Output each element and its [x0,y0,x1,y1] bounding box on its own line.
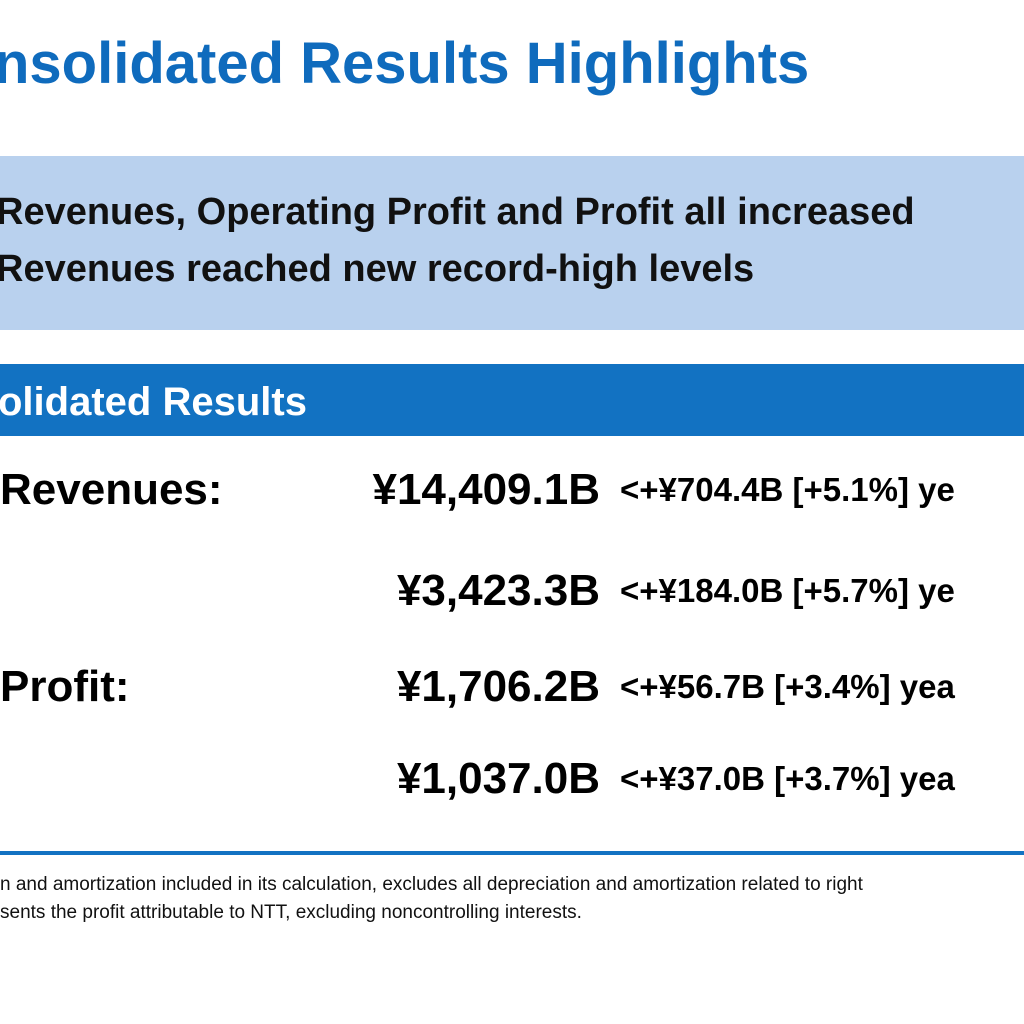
footnote-1: n and amortization included in its calcu… [0,874,863,895]
result-value-profit: ¥1,706.2B [396,662,600,711]
result-delta-2: <+¥184.0B [+5.7%] ye [620,572,955,609]
result-value-4: ¥1,037.0B [396,754,600,803]
result-value-revenues: ¥14,409.1B [372,465,600,514]
result-delta-4: <+¥37.0B [+3.7%] yea [620,760,955,797]
summary-line-2: Revenues reached new record-high levels [0,248,755,290]
footnote-2: sents the profit attributable to NTT, ex… [0,902,582,923]
result-label-profit: Profit: [0,662,130,711]
summary-line-1: Revenues, Operating Profit and Profit al… [0,191,915,233]
result-label-revenues: Revenues: [0,465,223,514]
result-value-2: ¥3,423.3B [396,566,600,615]
summary-box [0,156,1024,330]
footnote-divider [0,851,1024,855]
section-title: olidated Results [0,380,307,424]
section-header-bar [0,364,1024,436]
page-title: nsolidated Results Highlights [0,31,810,96]
result-delta-profit: <+¥56.7B [+3.4%] yea [620,668,955,705]
result-delta-revenues: <+¥704.4B [+5.1%] ye [620,471,955,508]
